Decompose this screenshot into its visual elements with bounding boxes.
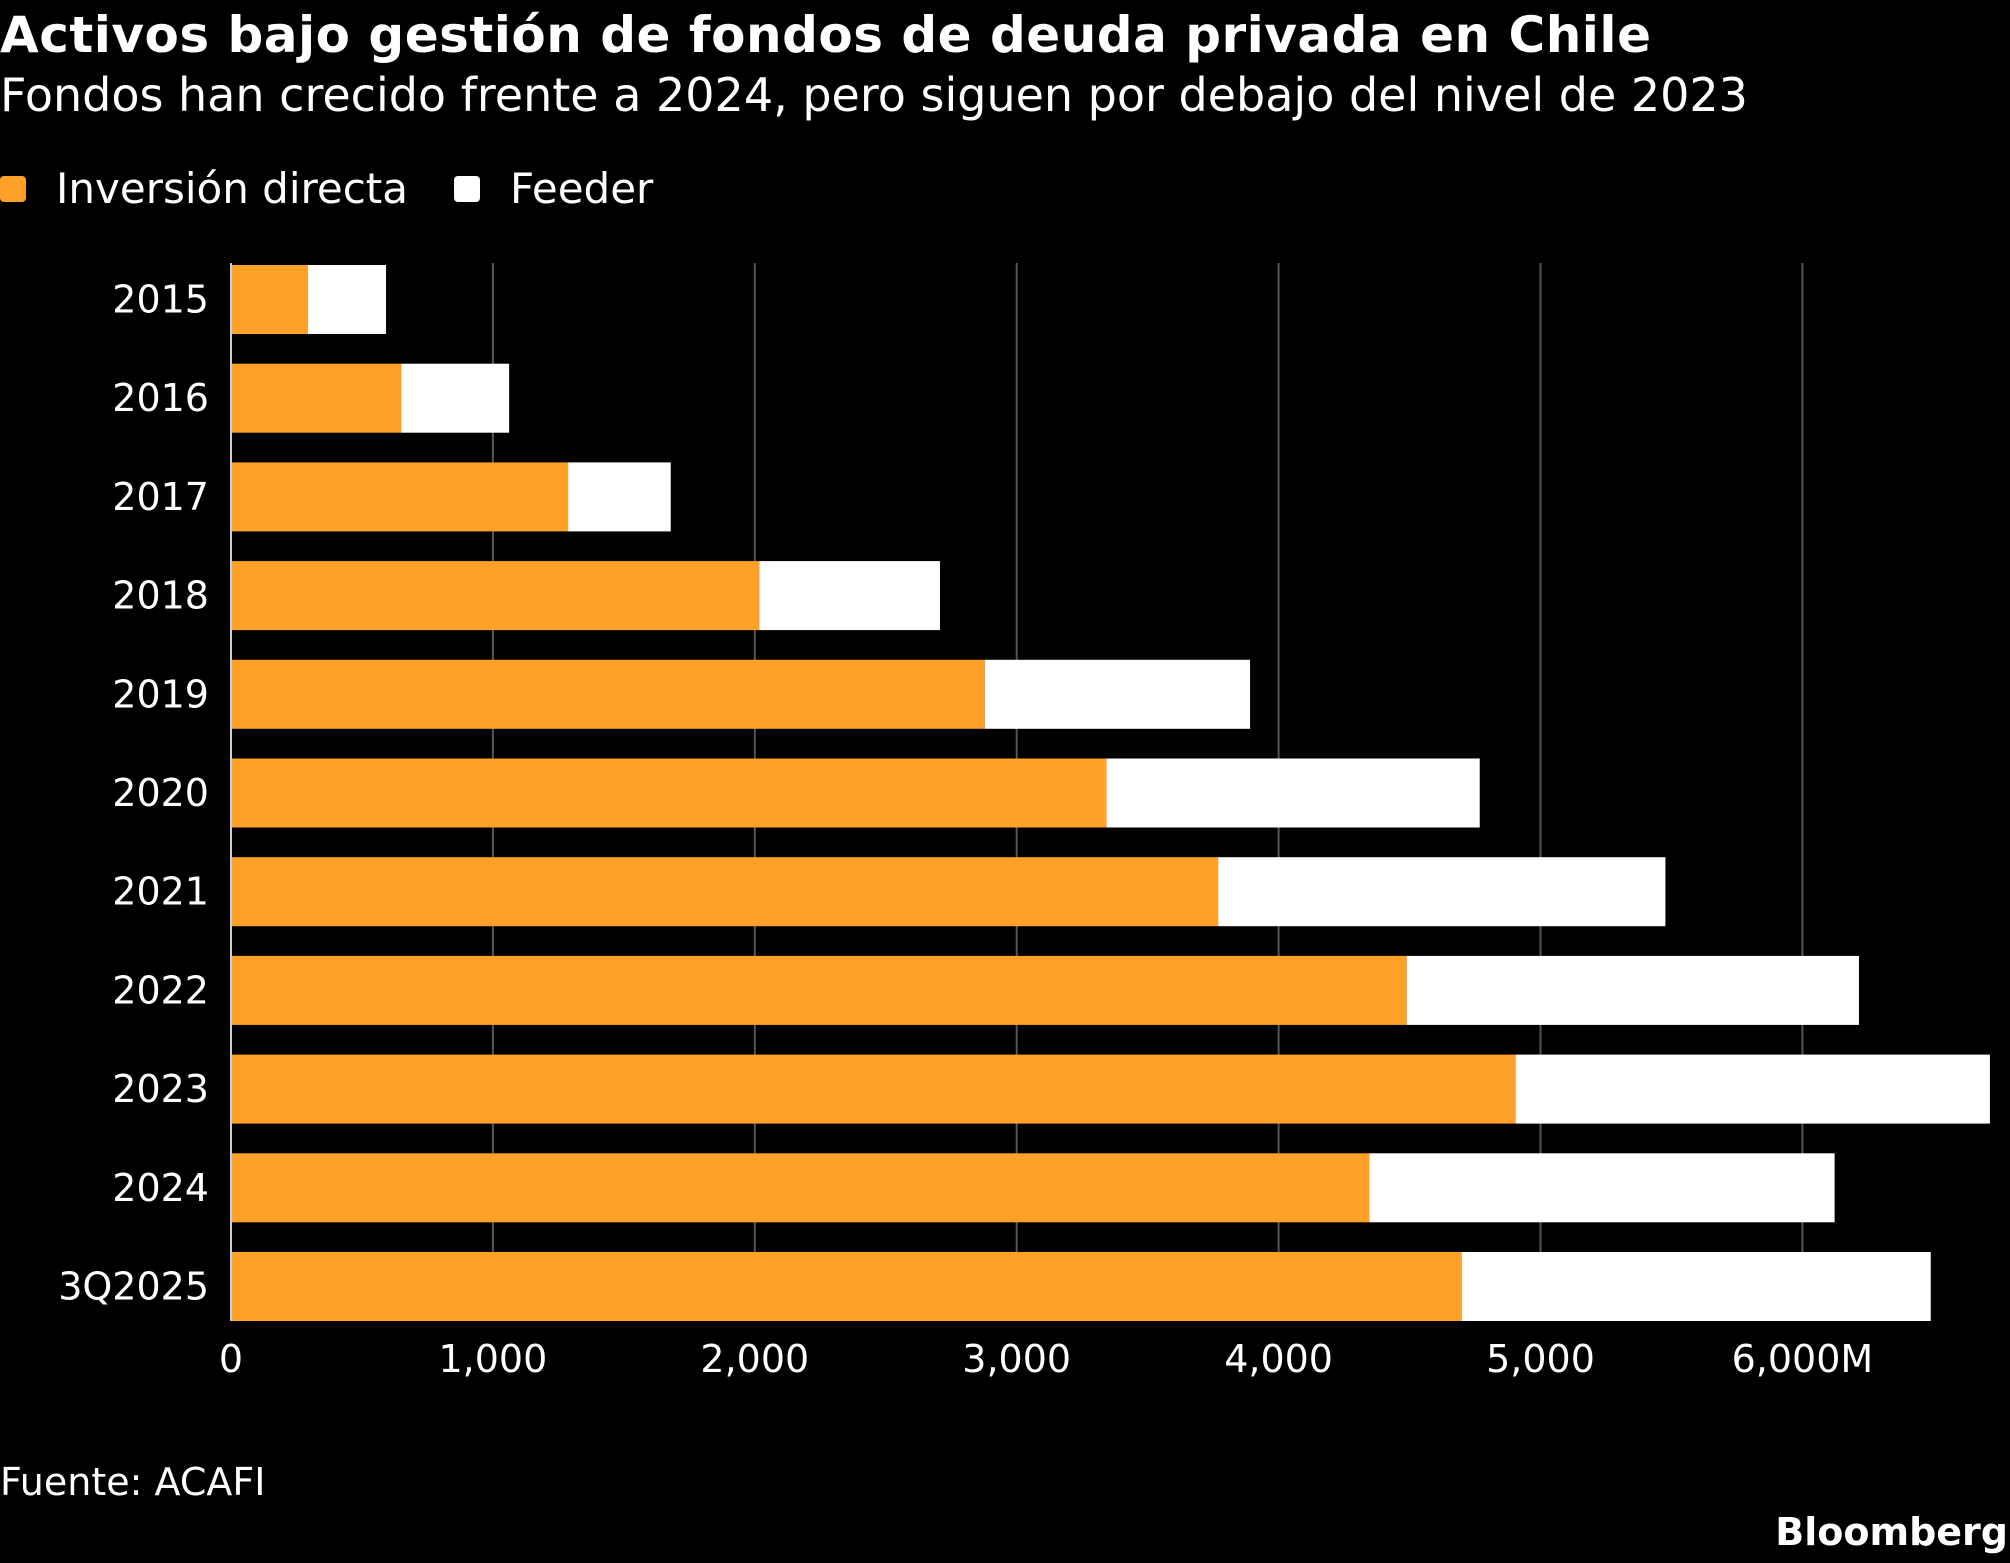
y-category-label: 3Q2025: [58, 1265, 209, 1309]
bar-feeder: [1106, 758, 1480, 828]
bar-feeder: [307, 265, 387, 334]
bar-feeder: [1369, 1153, 1835, 1223]
x-tick-label: 2,000: [700, 1337, 809, 1381]
x-tick-label: 6,000M: [1732, 1337, 1874, 1381]
bar-feeder: [1406, 955, 1859, 1025]
y-category-label: 2017: [112, 475, 209, 519]
legend-label-inversion: Inversión directa: [56, 164, 408, 213]
chart-subtitle: Fondos han crecido frente a 2024, pero s…: [0, 68, 1748, 122]
y-category-label: 2019: [112, 672, 209, 716]
y-category-label: 2020: [112, 771, 209, 815]
x-tick-label: 0: [219, 1337, 243, 1381]
y-category-label: 2022: [112, 968, 209, 1012]
legend-swatch-feeder: [454, 175, 480, 202]
y-category-label: 2016: [112, 376, 209, 420]
x-tick-label: 3,000: [962, 1337, 1071, 1381]
x-tick-label: 5,000: [1486, 1337, 1595, 1381]
bar-inversion-directa: [231, 1252, 1462, 1321]
bar-inversion-directa: [231, 955, 1407, 1025]
bar-feeder: [1461, 1252, 1931, 1321]
x-tick-label: 1,000: [439, 1337, 548, 1381]
x-tick-label: 4,000: [1224, 1337, 1333, 1381]
bar-inversion-directa: [231, 1054, 1516, 1124]
bar-inversion-directa: [231, 265, 308, 334]
bar-inversion-directa: [231, 659, 985, 729]
bar-feeder: [759, 561, 940, 631]
bar-feeder: [1218, 857, 1666, 927]
legend-item-feeder: Feeder: [454, 164, 653, 213]
legend-swatch-inversion: [0, 175, 26, 202]
bloomberg-logo: Bloomberg: [1775, 1510, 2008, 1554]
bar-inversion-directa: [231, 561, 760, 631]
y-category-label: 2018: [112, 574, 209, 618]
bar-inversion-directa: [231, 758, 1107, 828]
y-category-label: 2021: [112, 870, 209, 914]
legend: Inversión directa Feeder: [0, 164, 699, 213]
bar-inversion-directa: [231, 857, 1219, 927]
source-note: Fuente: ACAFI: [0, 1460, 266, 1504]
chart-title: Activos bajo gestión de fondos de deuda …: [0, 6, 1652, 64]
bar-feeder: [568, 462, 671, 532]
y-category-label: 2023: [112, 1067, 209, 1111]
bar-feeder: [1515, 1054, 1990, 1124]
legend-item-inversion: Inversión directa: [0, 164, 408, 213]
bar-feeder: [401, 363, 510, 433]
y-category-label: 2015: [112, 278, 209, 322]
bar-inversion-directa: [231, 462, 569, 532]
legend-label-feeder: Feeder: [510, 164, 654, 213]
bar-inversion-directa: [231, 1153, 1370, 1223]
y-category-label: 2024: [112, 1166, 209, 1210]
bar-feeder: [984, 659, 1251, 729]
bar-inversion-directa: [231, 363, 402, 433]
